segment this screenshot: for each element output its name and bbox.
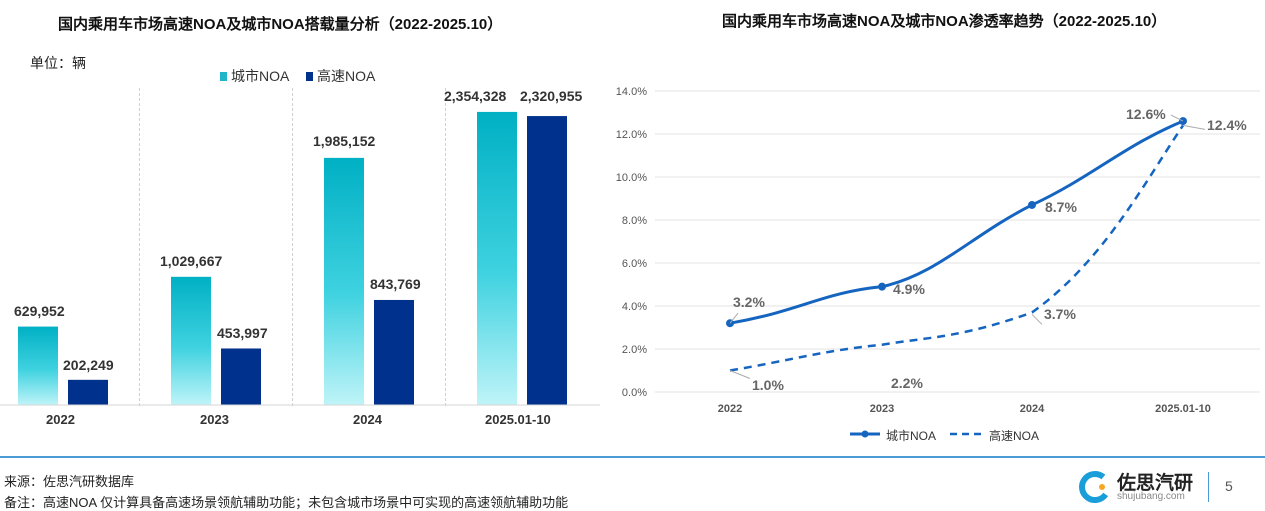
y-tick-label: 0.0%	[622, 387, 647, 399]
city-noa-line	[729, 119, 1184, 325]
footer-divider	[0, 456, 1265, 458]
x-tick-label: 2025.01-10	[1155, 403, 1211, 415]
line-value-label: 2.2%	[891, 375, 923, 391]
bar-value-label: 629,952	[14, 303, 65, 319]
label-leader-line	[1182, 124, 1206, 130]
bar-legend-city-label: 城市NOA	[231, 68, 290, 84]
line-chart: 0.0% 2.0% 4.0% 6.0% 8.0% 10.0% 12.0% 14.0% 2022…	[616, 86, 1260, 438]
group-divider	[445, 88, 446, 406]
line-value-label: 8.7%	[1045, 199, 1077, 215]
bar-value-label: 1,029,667	[160, 253, 223, 269]
bar-chart-title: 国内乘用车市场高速NOA及城市NOA搭载量分析（2022-2025.10）	[58, 16, 503, 33]
line-legend-city-label: 城市NOA	[886, 429, 937, 443]
bar-value-label: 2,320,955	[520, 88, 583, 104]
x-tick-label: 2022	[718, 403, 742, 415]
line-value-label: 12.4%	[1207, 117, 1247, 133]
city-noa-bar	[171, 276, 211, 405]
page-number: 5	[1225, 478, 1233, 494]
city-noa-bar	[477, 111, 517, 405]
label-leader-line	[729, 312, 739, 324]
highway-noa-line	[729, 124, 1185, 372]
highway-noa-bar	[221, 348, 261, 405]
line-value-label: 1.0%	[752, 377, 784, 393]
category-label: 2025.01-10	[485, 412, 551, 427]
bar-legend-city: 城市NOA	[220, 66, 289, 86]
line-value-label: 3.7%	[1044, 306, 1076, 322]
line-legend-highway-label: 高速NOA	[989, 429, 1040, 443]
bar-chart	[0, 111, 600, 406]
city-noa-point	[878, 282, 886, 291]
y-tick-label: 10.0%	[616, 172, 647, 184]
bar-value-label: 2,354,328	[444, 88, 507, 104]
highway-swatch	[306, 71, 313, 81]
brand-name: 佐思汽研	[1117, 473, 1194, 494]
y-tick-label: 14.0%	[616, 86, 647, 98]
line-chart-title: 国内乘用车市场高速NOA及城市NOA渗透率趋势（2022-2025.10）	[722, 13, 1167, 30]
label-leader-line	[1170, 114, 1184, 122]
line-value-label: 12.6%	[1126, 106, 1166, 122]
label-leader-line	[1031, 314, 1043, 325]
category-label: 2024	[353, 412, 382, 427]
legend-city-marker	[861, 430, 869, 438]
city-noa-bar	[18, 326, 58, 405]
brand-url: shujubang.com	[1117, 491, 1185, 502]
unit-label: 单位：辆	[30, 55, 86, 71]
city-noa-bar	[324, 157, 364, 405]
bar-value-label: 843,769	[370, 276, 421, 292]
category-label: 2023	[200, 412, 229, 427]
city-noa-point	[1028, 200, 1036, 209]
bar-value-label: 1,985,152	[313, 133, 376, 149]
bar-legend-highway-label: 高速NOA	[317, 68, 376, 84]
label-leader-line	[729, 370, 751, 379]
source-text: 来源：佐思汽研数据库	[4, 474, 135, 489]
y-tick-label: 12.0%	[616, 129, 647, 141]
brand-separator	[1208, 472, 1209, 502]
category-label: 2022	[46, 412, 75, 427]
highway-noa-bar	[374, 299, 414, 405]
y-tick-label: 2.0%	[622, 344, 647, 356]
y-tick-label: 8.0%	[622, 215, 647, 227]
city-swatch	[220, 71, 227, 81]
bar-legend-highway: 高速NOA	[306, 66, 375, 86]
y-tick-label: 4.0%	[622, 301, 647, 313]
bar-value-label: 453,997	[217, 325, 268, 341]
group-divider	[139, 88, 140, 406]
line-value-label: 3.2%	[733, 294, 765, 310]
note-text: 备注：高速NOA 仅计算具备高速场景领航辅助功能；未包含城市场景中可实现的高速领…	[4, 495, 569, 510]
brand-logo-icon	[1079, 471, 1111, 503]
highway-noa-bar	[527, 116, 567, 405]
x-tick-label: 2024	[1020, 403, 1045, 415]
y-tick-label: 6.0%	[622, 258, 647, 270]
group-divider	[292, 88, 293, 406]
bar-value-label: 202,249	[63, 357, 114, 373]
highway-noa-bar	[68, 379, 108, 405]
line-value-label: 4.9%	[893, 281, 925, 297]
x-tick-label: 2023	[870, 403, 894, 415]
